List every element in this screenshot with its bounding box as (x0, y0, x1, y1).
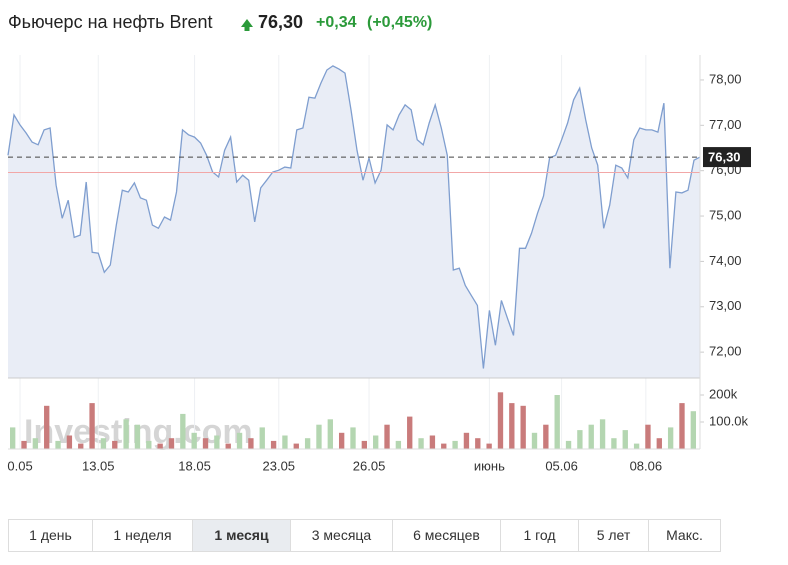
range-button[interactable]: 3 месяца (291, 520, 393, 551)
volume-bar (452, 440, 458, 449)
volume-bar (248, 438, 254, 449)
range-button[interactable]: 1 день (9, 520, 93, 551)
volume-bar (282, 435, 288, 449)
area (8, 65, 700, 379)
range-button[interactable]: 5 лет (579, 520, 649, 551)
volume-bar (191, 432, 197, 449)
volume-bar (509, 403, 515, 449)
x-tick-label: 13.05 (82, 458, 115, 473)
volume-bar (395, 440, 402, 449)
volume-bar (633, 443, 640, 449)
x-tick-label: 26.05 (353, 458, 386, 473)
volume-bar (690, 411, 696, 449)
volume-bar (418, 438, 424, 449)
volume-bar (112, 440, 118, 449)
y-tick-label: 100.0k (709, 413, 749, 428)
volume-bar (32, 438, 39, 449)
volume-bar (214, 435, 220, 449)
volume-bar (100, 438, 107, 449)
volume-bar (78, 443, 84, 449)
volume-bar (202, 438, 209, 449)
volume-bar (475, 438, 481, 449)
volume-bar (384, 424, 390, 449)
volume-bar (407, 416, 413, 449)
volume-bar (429, 435, 436, 449)
volume-bar (645, 424, 651, 449)
volume-bar (123, 419, 129, 449)
volume-bar (180, 413, 186, 449)
volume-bar (656, 438, 662, 449)
volume-bar (327, 419, 333, 449)
y-tick-label: 72,00 (709, 344, 742, 359)
range-button[interactable]: 6 месяцев (393, 520, 501, 551)
volume-bar (134, 424, 141, 449)
volume-bar (338, 432, 345, 449)
volume-bar (520, 405, 526, 449)
volume-bar (10, 427, 16, 449)
y-tick-label: 75,00 (709, 207, 742, 222)
volume-bar (497, 392, 504, 449)
volume-bar (611, 438, 617, 449)
volume-bar (55, 440, 61, 449)
volume-bar (293, 443, 299, 449)
volume-bar (554, 395, 560, 449)
range-button[interactable]: 1 месяц (193, 520, 291, 551)
y-tick-label: 78,00 (709, 71, 742, 86)
change: +0,34 (316, 14, 357, 31)
volume-bar (21, 440, 27, 449)
price-line (7, 65, 701, 369)
current-price-label: 76,30 (708, 150, 741, 165)
volume-bar (543, 424, 549, 449)
volume-bar (622, 430, 628, 449)
volume-bar (361, 440, 368, 449)
volume-bar (350, 427, 356, 449)
volume-bar (463, 432, 470, 449)
volume-bar (225, 443, 231, 449)
volume-bar (565, 440, 572, 449)
volume-bar (316, 424, 322, 449)
volume-bar (44, 405, 50, 449)
x-tick-label: июнь (474, 458, 505, 473)
y-tick-label: 74,00 (709, 253, 742, 268)
x-tick-label: 0.05 (7, 458, 32, 473)
volume-bar (531, 432, 538, 449)
range-button[interactable]: 1 год (501, 520, 579, 551)
x-tick-label: 05.06 (545, 458, 578, 473)
volume-bar (270, 440, 277, 449)
range-buttons: 1 день 1 неделя 1 месяц 3 месяца 6 месяцев 1 … (8, 519, 721, 552)
x-tick-label: 18.05 (178, 458, 211, 473)
volume-bar (486, 443, 492, 449)
x-tick-label: 08.06 (630, 458, 663, 473)
range-button[interactable]: 1 неделя (93, 520, 193, 551)
volume-bar (157, 443, 163, 449)
volume-bar (588, 424, 594, 449)
range-button[interactable]: Макс. (666, 527, 703, 543)
y-tick-label: 77,00 (709, 117, 742, 132)
volume-bar (89, 403, 95, 449)
volume-bar (441, 443, 447, 449)
chart: Фьючерс на нефть Brent 76,30 +0,34 (+0,4… (7, 12, 751, 473)
x-tick-label: 23.05 (263, 458, 296, 473)
volume-bar (373, 435, 379, 449)
y-tick-label: 73,00 (709, 298, 742, 313)
volume-bar (259, 427, 265, 449)
volume-bar (667, 427, 674, 449)
y-tick-label: 200k (709, 386, 738, 401)
volume-bar (599, 419, 606, 449)
up-arrow (241, 19, 253, 31)
title: Фьючерс на нефть Brent (8, 12, 213, 32)
volume-bar (577, 430, 583, 449)
volume-bar (146, 440, 152, 449)
volume-bar (66, 435, 73, 449)
price: 76,30 (258, 12, 303, 32)
volume-bar (304, 438, 311, 449)
volume-bar (679, 403, 685, 449)
change-percent: (+0,45%) (367, 14, 432, 31)
volume-bar (168, 438, 175, 449)
volume-bar (236, 432, 243, 449)
current-price-box (703, 147, 751, 168)
